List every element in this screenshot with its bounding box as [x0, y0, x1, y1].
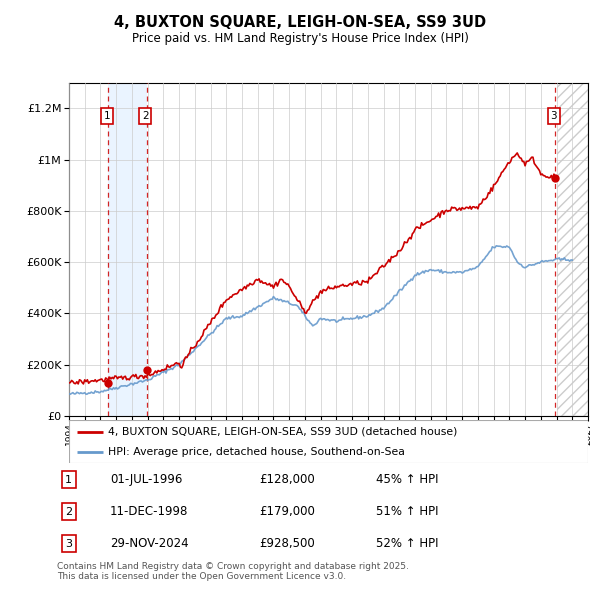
Text: 4, BUXTON SQUARE, LEIGH-ON-SEA, SS9 3UD (detached house): 4, BUXTON SQUARE, LEIGH-ON-SEA, SS9 3UD …	[108, 427, 457, 437]
Text: 1: 1	[65, 475, 72, 485]
Text: Contains HM Land Registry data © Crown copyright and database right 2025.
This d: Contains HM Land Registry data © Crown c…	[57, 562, 409, 581]
Text: Price paid vs. HM Land Registry's House Price Index (HPI): Price paid vs. HM Land Registry's House …	[131, 32, 469, 45]
Text: 11-DEC-1998: 11-DEC-1998	[110, 505, 188, 519]
Text: 51% ↑ HPI: 51% ↑ HPI	[376, 505, 438, 519]
Text: 2: 2	[142, 111, 149, 121]
Text: 3: 3	[65, 539, 72, 549]
Text: HPI: Average price, detached house, Southend-on-Sea: HPI: Average price, detached house, Sout…	[108, 447, 405, 457]
FancyBboxPatch shape	[69, 420, 588, 463]
Text: £928,500: £928,500	[259, 537, 314, 550]
Text: 3: 3	[550, 111, 557, 121]
Text: 1: 1	[103, 111, 110, 121]
Bar	[109, 83, 147, 416]
Text: £128,000: £128,000	[259, 473, 314, 486]
Bar	[69, 83, 557, 416]
Text: 2: 2	[65, 507, 72, 517]
Text: 4, BUXTON SQUARE, LEIGH-ON-SEA, SS9 3UD: 4, BUXTON SQUARE, LEIGH-ON-SEA, SS9 3UD	[114, 15, 486, 30]
Text: 29-NOV-2024: 29-NOV-2024	[110, 537, 189, 550]
Text: 45% ↑ HPI: 45% ↑ HPI	[376, 473, 438, 486]
Text: 01-JUL-1996: 01-JUL-1996	[110, 473, 182, 486]
Text: £179,000: £179,000	[259, 505, 314, 519]
Text: 52% ↑ HPI: 52% ↑ HPI	[376, 537, 438, 550]
